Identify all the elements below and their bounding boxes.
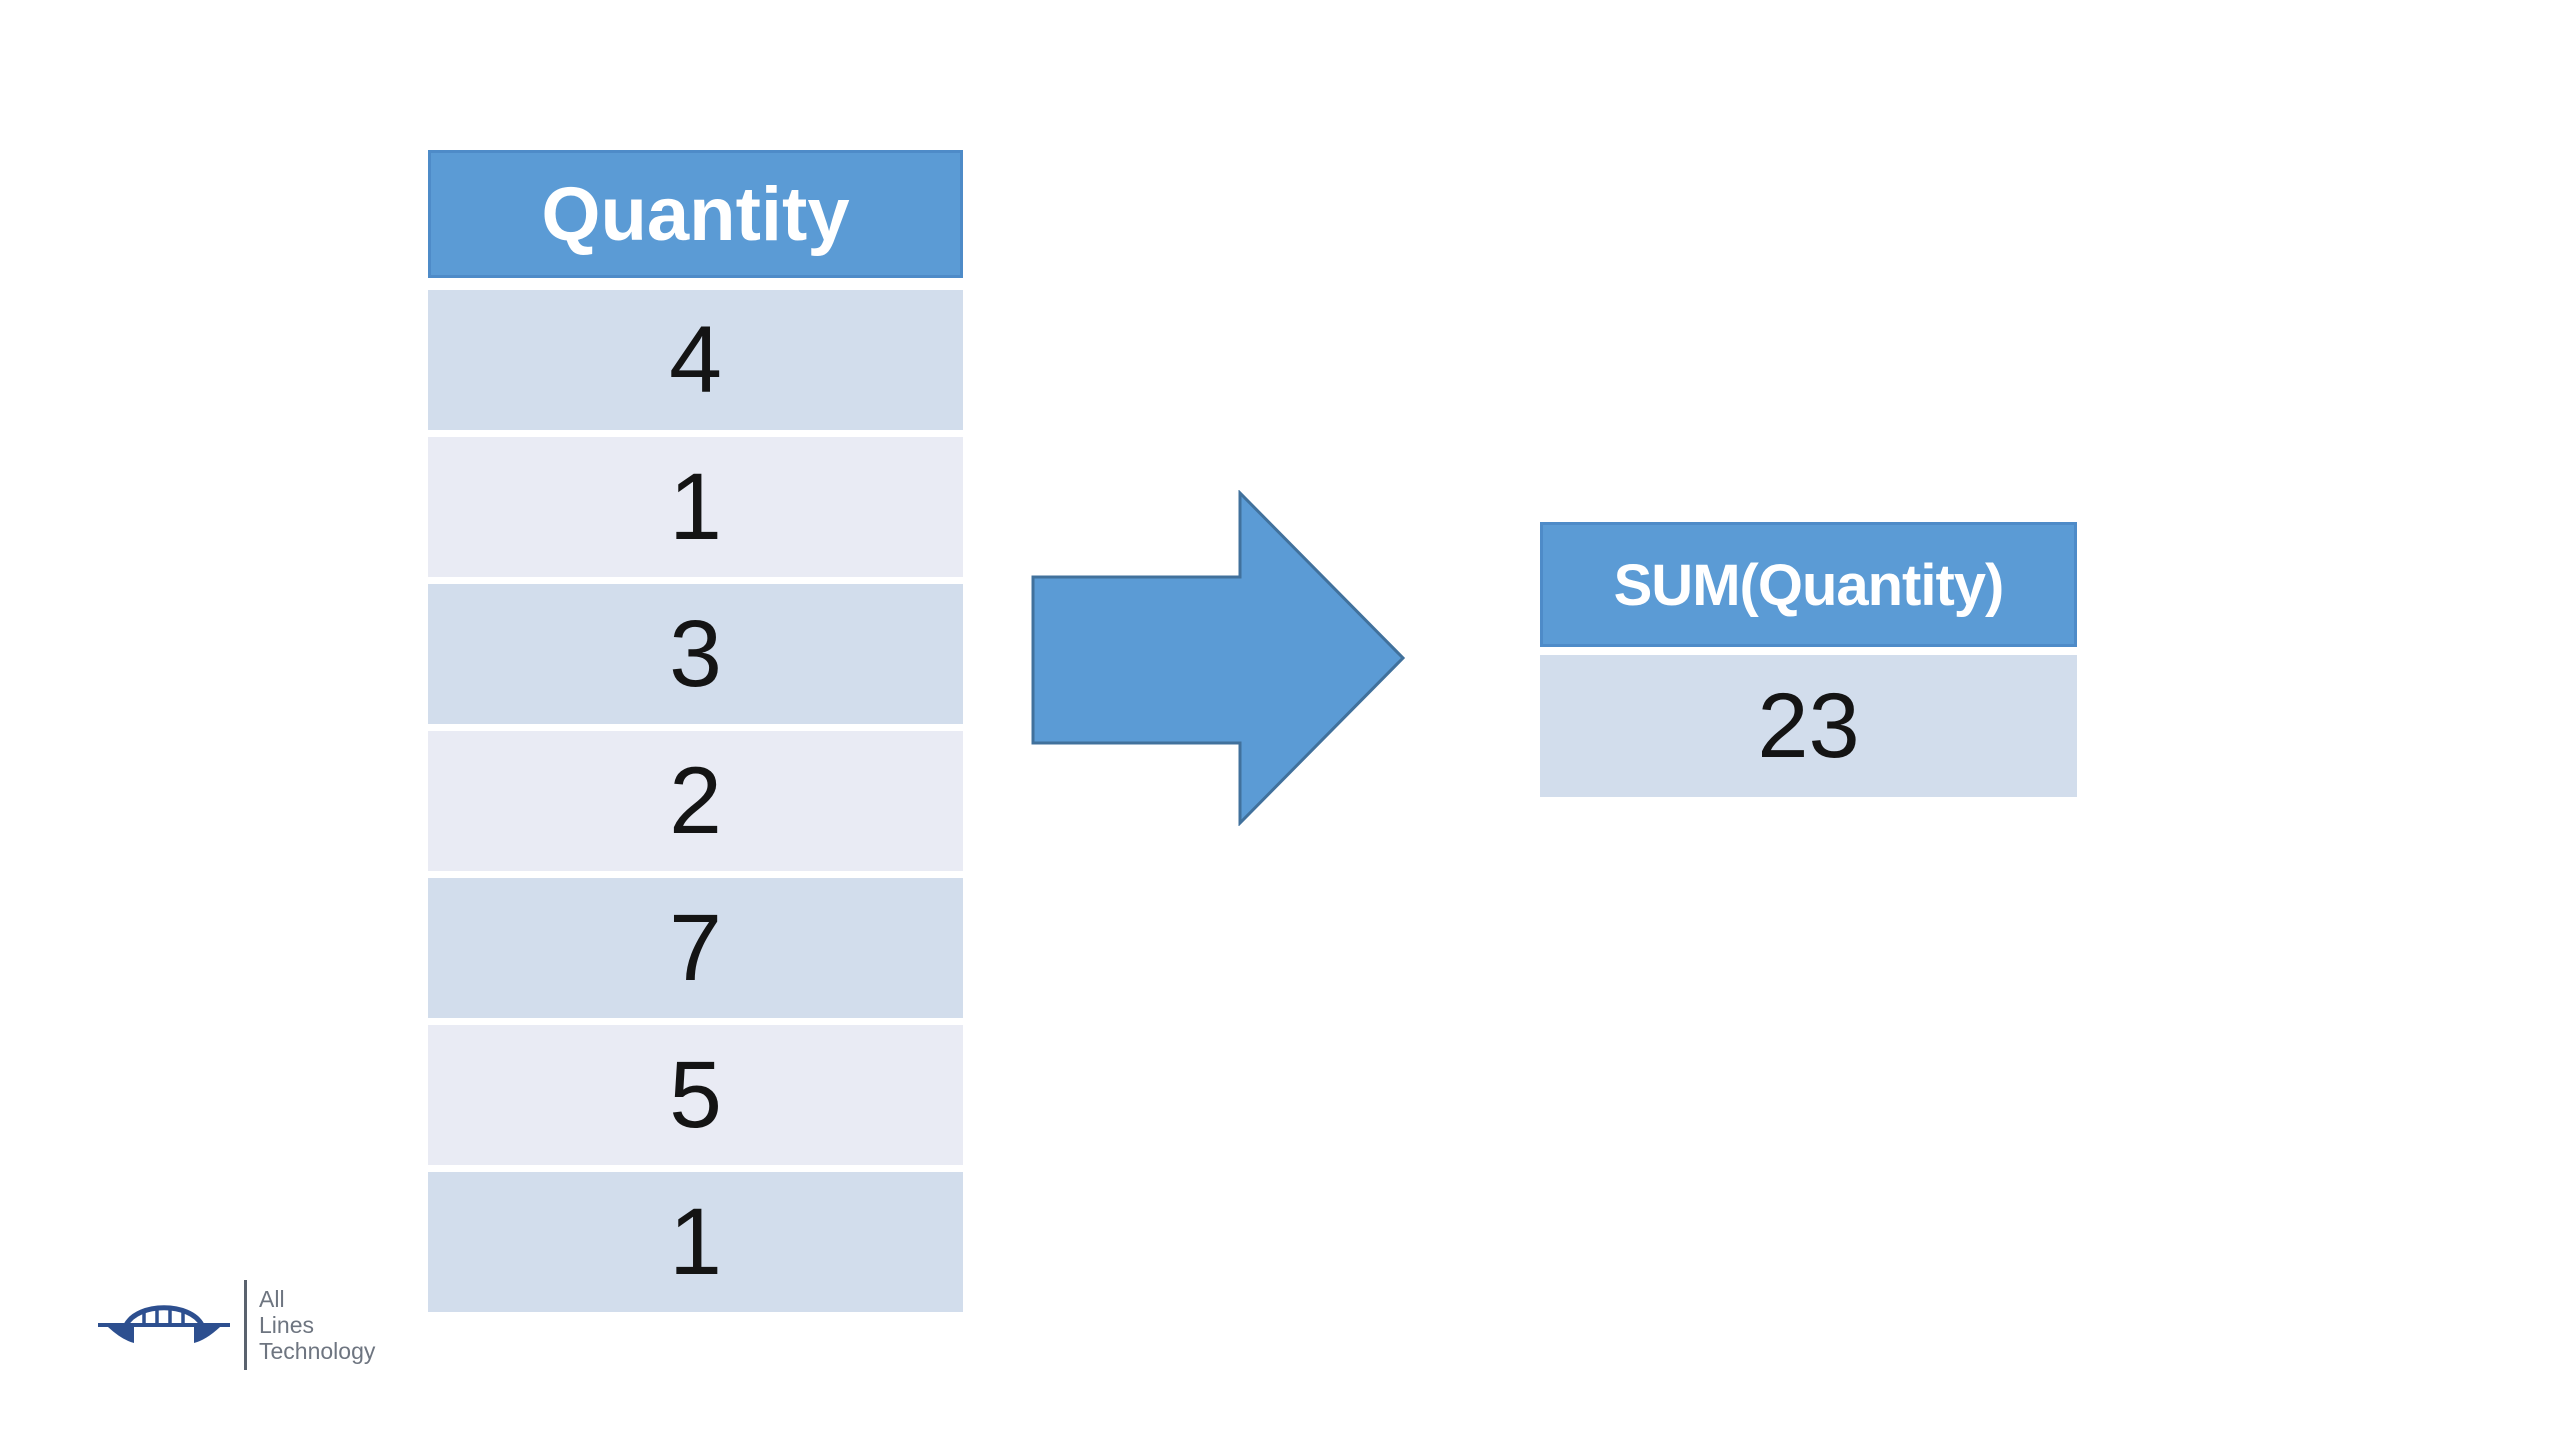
- logo-text-line1: All: [259, 1286, 285, 1312]
- table-cell-value: 7: [669, 895, 722, 1001]
- quantity-table: Quantity 4 1 3 2 7: [428, 150, 963, 1312]
- table-cell-value: 2: [669, 748, 722, 854]
- table-cell-value: 3: [669, 601, 722, 707]
- bridge-logo-icon: [98, 1305, 230, 1343]
- logo-divider: [244, 1280, 247, 1370]
- sum-table-header: SUM(Quantity): [1540, 522, 2077, 647]
- table-row: 1: [428, 1172, 963, 1312]
- logo-text: All Lines Technology: [259, 1286, 375, 1364]
- table-cell-value: 4: [669, 307, 722, 413]
- quantity-table-body: 4 1 3 2 7 5: [428, 290, 963, 1312]
- company-logo: All Lines Technology: [96, 1280, 375, 1370]
- arrow-right-icon: [1030, 489, 1406, 827]
- table-cell-value: 1: [669, 1189, 722, 1295]
- table-cell-value: 5: [669, 1042, 722, 1148]
- table-row: 2: [428, 731, 963, 871]
- table-row: 1: [428, 437, 963, 577]
- table-row: 4: [428, 290, 963, 430]
- table-row: 5: [428, 1025, 963, 1165]
- quantity-table-header: Quantity: [428, 150, 963, 278]
- logo-text-line2: Lines: [259, 1312, 314, 1338]
- table-cell-value: 1: [669, 454, 722, 560]
- table-row: 7: [428, 878, 963, 1018]
- sum-table: SUM(Quantity) 23: [1540, 522, 2077, 797]
- sum-table-value: 23: [1540, 655, 2077, 797]
- logo-text-line3: Technology: [259, 1338, 376, 1364]
- table-row: 3: [428, 584, 963, 724]
